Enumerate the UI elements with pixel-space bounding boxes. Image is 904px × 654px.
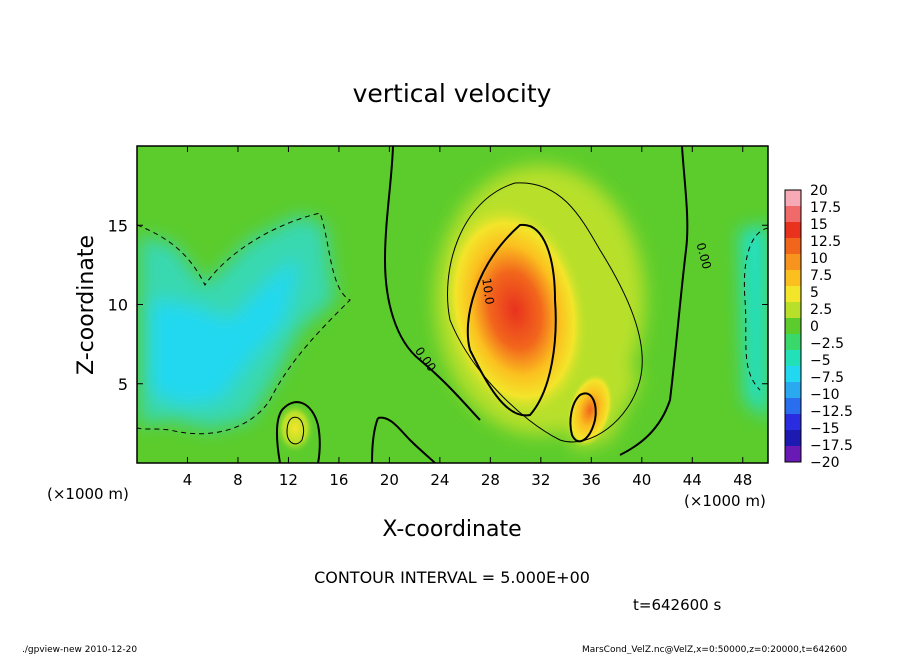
x-unit-right: (×1000 m) (684, 492, 766, 510)
colorbar-swatch (785, 238, 801, 255)
y-tick-label: 15 (108, 216, 128, 235)
colorbar-label: 10 (810, 251, 828, 267)
colorbar-swatch (785, 190, 801, 207)
x-tick-label: 32 (531, 471, 550, 489)
colorbar-label: 20 (810, 183, 828, 199)
colorbar: 2017.51512.5107.552.50−2.5−5−7.5−10−12.5… (784, 183, 853, 471)
x-tick-label: 8 (233, 471, 243, 489)
x-unit-left: (×1000 m) (47, 485, 129, 503)
colorbar-swatch (785, 430, 801, 447)
x-axis: 4 8 12 16 20 24 28 32 36 40 44 48 (183, 146, 752, 489)
colorbar-label: 7.5 (810, 268, 832, 284)
colorbar-label: −2.5 (810, 336, 844, 352)
contour-zero-lower (371, 416, 436, 463)
chart-title: vertical velocity (353, 79, 552, 108)
x-tick-label: 20 (380, 471, 399, 489)
y-axis-label: Z-coordinate (74, 235, 99, 375)
colorbar-label: −15 (810, 421, 840, 437)
colorbar-label: −10 (810, 387, 840, 403)
contour-five (447, 182, 643, 443)
colorbar-label: 0 (810, 319, 819, 335)
time-text: t=642600 s (633, 596, 721, 614)
small-updraft (275, 402, 315, 454)
x-tick-label: 28 (481, 471, 500, 489)
colorbar-label: 5 (810, 285, 819, 301)
colorbar-label: 17.5 (810, 200, 841, 216)
colorbar-label: −12.5 (810, 404, 853, 420)
colorbar-swatch (785, 222, 801, 239)
colorbar-swatch (785, 382, 801, 399)
contour-interval-text: CONTOUR INTERVAL = 5.000E+00 (314, 568, 590, 587)
colorbar-swatch (785, 350, 801, 367)
colorbar-label: −17.5 (810, 438, 853, 454)
colorbar-swatch (785, 318, 801, 335)
colorbar-swatch (785, 302, 801, 319)
contour-label: 0.00 (693, 241, 713, 270)
footer-right: MarsCond_VelZ.nc@VelZ,x=0:50000,z=0:2000… (582, 645, 847, 654)
y-tick-label: 5 (118, 375, 128, 394)
colorbar-label: −5 (810, 353, 831, 369)
downdraft-core (150, 260, 300, 405)
colorbar-swatch (785, 366, 801, 383)
colorbar-label: 12.5 (810, 234, 841, 250)
contour-ten-a (466, 223, 557, 417)
x-tick-label: 48 (733, 471, 752, 489)
x-axis-label: X-coordinate (382, 517, 521, 542)
contour-label: 10.0 (479, 277, 497, 305)
field-shading (140, 165, 768, 450)
x-tick-label: 16 (329, 471, 348, 489)
contours (137, 146, 768, 463)
colorbar-swatch (785, 206, 801, 223)
right-edge-downdraft (740, 225, 768, 420)
colorbar-frame (784, 189, 802, 463)
contour-dashed-left (137, 212, 351, 435)
contour-zero-right (619, 146, 689, 456)
colorbar-swatch (785, 334, 801, 351)
y-tick-label: 10 (108, 296, 128, 315)
colorbar-swatch (785, 286, 801, 303)
colorbar-swatch (785, 414, 801, 431)
contour-small-inner (286, 416, 305, 445)
contour-zero-center (383, 146, 481, 421)
colorbar-swatch (785, 270, 801, 287)
colorbar-swatch (785, 254, 801, 271)
contour-small-updraft (275, 401, 321, 463)
colorbar-label: −7.5 (810, 370, 844, 386)
x-tick-label: 40 (632, 471, 651, 489)
secondary-updraft (566, 372, 614, 448)
colorbar-label: 15 (810, 217, 828, 233)
plot-area (137, 146, 768, 463)
colorbar-swatch (785, 446, 801, 463)
x-tick-label: 44 (683, 471, 702, 489)
colorbar-label: 2.5 (810, 302, 832, 318)
x-tick-label: 12 (279, 471, 298, 489)
x-tick-label: 24 (430, 471, 449, 489)
y-axis: 5 10 15 (108, 216, 768, 394)
x-tick-label: 4 (183, 471, 193, 489)
contour-ten-b (569, 392, 597, 443)
footer-left: ./gpview-new 2010-12-20 (22, 645, 137, 654)
colorbar-swatch (785, 398, 801, 415)
colorbar-label: −20 (810, 455, 840, 471)
x-tick-label: 36 (582, 471, 601, 489)
